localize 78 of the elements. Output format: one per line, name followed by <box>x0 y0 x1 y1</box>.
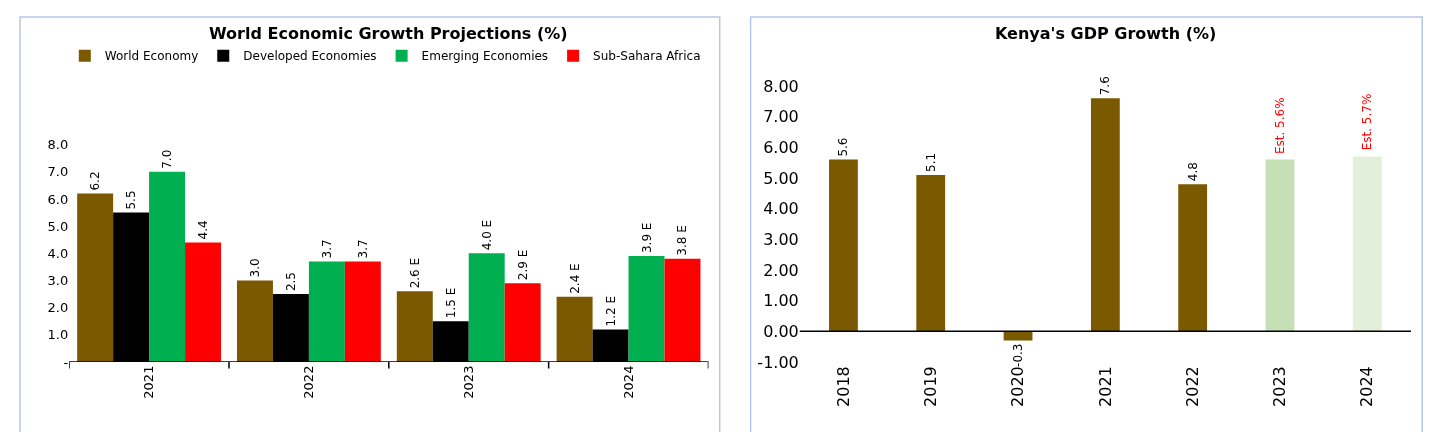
bar <box>185 242 222 362</box>
annotation: Est. 5.6% <box>1272 97 1287 155</box>
y-tick-label: 0.00 <box>763 321 799 341</box>
data-label: 5.1 <box>923 152 938 172</box>
bar <box>916 174 946 332</box>
y-tick-label: 3.00 <box>763 229 799 249</box>
data-label: 4.0 E <box>479 219 494 251</box>
bar <box>1178 184 1208 332</box>
y-tick-label: 4.00 <box>763 199 799 219</box>
bar <box>396 291 433 362</box>
legend-label: Developed Economies <box>243 49 377 64</box>
legend-label: Emerging Economies <box>421 49 549 64</box>
y-tick-label: 6.00 <box>763 137 799 157</box>
x-tick-label: 2020 <box>1008 366 1028 407</box>
x-tick-label: 2019 <box>920 366 940 407</box>
legend-label: World Economy <box>104 49 199 64</box>
bar <box>308 261 345 362</box>
y-tick-label: 7.00 <box>763 107 799 127</box>
data-label: 1.5 E <box>443 287 458 319</box>
data-label: 1.2 E <box>603 295 618 327</box>
x-tick-label: 2021 <box>141 365 157 399</box>
y-tick-label: 5.00 <box>763 168 799 188</box>
y-tick-label: 5.0 <box>47 218 69 234</box>
y-tick-label: 3.0 <box>47 273 69 289</box>
bar <box>149 171 186 362</box>
data-label: 3.0 <box>247 258 262 278</box>
x-tick-label: 2023 <box>460 365 476 399</box>
annotation: Est. 5.7% <box>1360 93 1375 151</box>
bar <box>77 193 114 362</box>
x-tick-label: 2018 <box>833 366 853 407</box>
data-label: -0.3 <box>1011 343 1026 367</box>
data-label: 2.9 E <box>515 249 530 281</box>
x-tick-label: 2022 <box>1182 366 1202 407</box>
data-label: 3.8 E <box>675 225 690 256</box>
data-label: 3.9 E <box>639 222 654 254</box>
x-tick-label: 2024 <box>620 365 636 399</box>
bar <box>664 258 701 362</box>
bar <box>344 261 381 362</box>
data-label: 5.5 <box>124 190 139 210</box>
bar <box>1003 331 1033 341</box>
data-label: 2.6 E <box>407 257 422 289</box>
y-tick-label: 2.00 <box>763 260 799 280</box>
data-label: 4.4 <box>196 220 211 240</box>
bar <box>1352 156 1382 332</box>
x-tick-label: 2024 <box>1357 366 1377 407</box>
bar <box>504 283 541 362</box>
y-tick-label: 2.0 <box>47 300 69 316</box>
legend-label: Sub-Sahara Africa <box>593 49 701 64</box>
data-label: 2.5 <box>283 271 298 292</box>
data-label: 4.8 <box>1185 162 1200 182</box>
y-tick-label: - <box>63 354 69 370</box>
bar <box>556 296 593 362</box>
data-label: 5.6 <box>836 137 851 157</box>
x-tick-label: 2021 <box>1095 366 1115 407</box>
y-tick-label: 6.0 <box>47 191 69 207</box>
bar <box>628 256 665 362</box>
y-tick-label: 8.0 <box>47 137 69 153</box>
chart-title: World Economic Growth Projections (%) <box>209 24 568 43</box>
data-label: 7.0 <box>160 149 175 169</box>
y-tick-label: 1.0 <box>47 327 69 343</box>
data-label: 3.7 <box>355 239 370 259</box>
y-tick-label: -1.00 <box>757 352 799 372</box>
bar <box>1090 98 1120 332</box>
y-tick-label: 4.0 <box>47 245 69 261</box>
x-tick-label: 2022 <box>301 365 317 399</box>
y-tick-label: 1.00 <box>763 291 799 311</box>
data-label: 7.6 <box>1098 76 1113 96</box>
y-tick-label: 8.00 <box>763 76 799 96</box>
bar <box>829 159 858 332</box>
data-label: 2.4 E <box>567 263 582 294</box>
chart-title: Kenya's GDP Growth (%) <box>995 24 1217 43</box>
y-tick-label: 7.0 <box>47 164 69 180</box>
x-tick-label: 2023 <box>1270 366 1290 407</box>
data-label: 6.2 <box>88 171 103 191</box>
bar <box>236 280 273 362</box>
bar <box>468 253 505 362</box>
data-label: 3.7 <box>319 239 334 259</box>
bar <box>1265 159 1295 332</box>
